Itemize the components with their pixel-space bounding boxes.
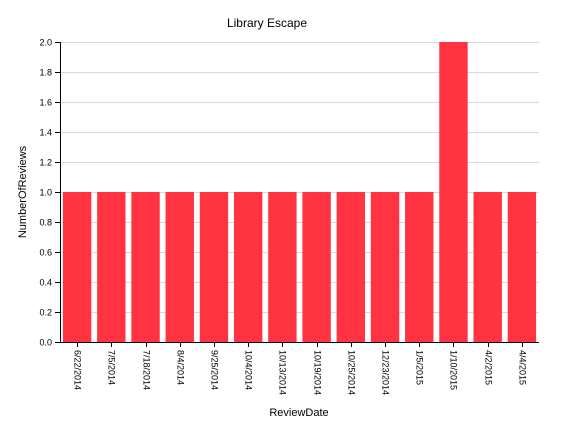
y-tick-label: 1.6 <box>39 98 52 108</box>
y-tick-label: 0.8 <box>39 218 52 228</box>
y-tick-label: 1.4 <box>39 128 52 138</box>
bar[interactable] <box>473 192 502 342</box>
y-tick-label: 1.0 <box>39 188 52 198</box>
y-tick-label: 0.0 <box>39 338 52 348</box>
x-tick-label: 4/2/2015 <box>484 350 494 385</box>
bar[interactable] <box>370 192 400 342</box>
x-axis: 6/22/2014 7/5/2014 7/18/2014 8/4/2014 9/25/2… <box>60 342 539 395</box>
x-axis-label: ReviewDate <box>269 407 328 419</box>
x-tick-label: 9/25/2014 <box>210 350 220 390</box>
chart-title: Library Escape <box>227 16 307 30</box>
bar[interactable] <box>405 192 434 342</box>
y-tick-label: 2.0 <box>39 38 52 48</box>
y-axis: 0.0 0.2 0.4 0.6 0.8 1.0 1.2 1.4 1.6 1.8 2.0 <box>39 38 61 348</box>
bars <box>62 42 537 342</box>
y-tick-label: 0.6 <box>39 248 52 258</box>
x-tick-label: 8/4/2014 <box>176 350 186 385</box>
bar[interactable] <box>268 192 297 342</box>
y-tick-label: 1.8 <box>39 68 52 78</box>
y-tick-label: 0.4 <box>39 278 52 288</box>
bar[interactable] <box>233 192 263 342</box>
x-tick-label: 10/4/2014 <box>244 350 254 390</box>
x-tick-label: 1/5/2015 <box>415 350 425 385</box>
x-tick-label: 10/25/2014 <box>347 350 357 395</box>
y-axis-label: NumberOfReviews <box>17 145 29 238</box>
x-tick-label: 7/18/2014 <box>142 350 152 390</box>
bar[interactable] <box>199 192 229 342</box>
bar[interactable] <box>507 192 537 342</box>
bar[interactable] <box>165 192 194 342</box>
x-tick-label: 12/23/2014 <box>381 350 391 395</box>
x-tick-label: 7/5/2014 <box>107 350 117 385</box>
bar[interactable] <box>97 192 126 342</box>
x-tick-label: 6/22/2014 <box>73 350 83 390</box>
bar[interactable] <box>336 192 366 342</box>
y-tick-label: 0.2 <box>39 308 52 318</box>
bar[interactable] <box>62 192 92 342</box>
x-tick-label: 1/10/2015 <box>449 350 459 390</box>
x-tick-label: 10/19/2014 <box>313 350 323 395</box>
x-tick-label: 4/4/2015 <box>518 350 528 385</box>
bar[interactable] <box>302 192 331 342</box>
y-tick-label: 1.2 <box>39 158 52 168</box>
bar[interactable] <box>131 192 160 342</box>
x-tick-label: 10/13/2014 <box>278 350 288 395</box>
bar[interactable] <box>439 42 468 342</box>
